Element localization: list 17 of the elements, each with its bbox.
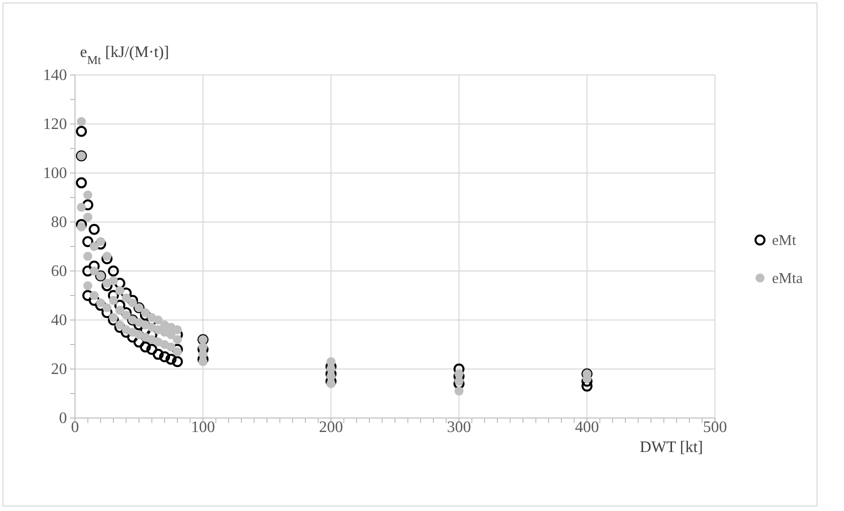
x-axis-title: DWT [kt] — [640, 439, 703, 456]
y-tick-label: 120 — [43, 116, 67, 133]
y-tick-label: 20 — [51, 361, 67, 378]
x-tick-label: 200 — [319, 419, 343, 436]
y-tick-label: 140 — [43, 67, 67, 84]
legend-label: eMta — [772, 271, 804, 287]
y-tick-label: 40 — [51, 312, 67, 329]
y-tick-label: 80 — [51, 214, 67, 231]
x-tick-label: 0 — [71, 419, 79, 436]
y-tick-label: 60 — [51, 263, 67, 280]
x-tick-label: 300 — [447, 419, 471, 436]
x-tick-label: 400 — [575, 419, 599, 436]
legend-label: eMt — [772, 233, 797, 249]
x-tick-label: 500 — [703, 419, 727, 436]
y-tick-label: 100 — [43, 165, 67, 182]
x-tick-label: 100 — [191, 419, 215, 436]
y-axis-title: e$_{Mt}$ [kJ/(M·t)] — [80, 44, 170, 67]
